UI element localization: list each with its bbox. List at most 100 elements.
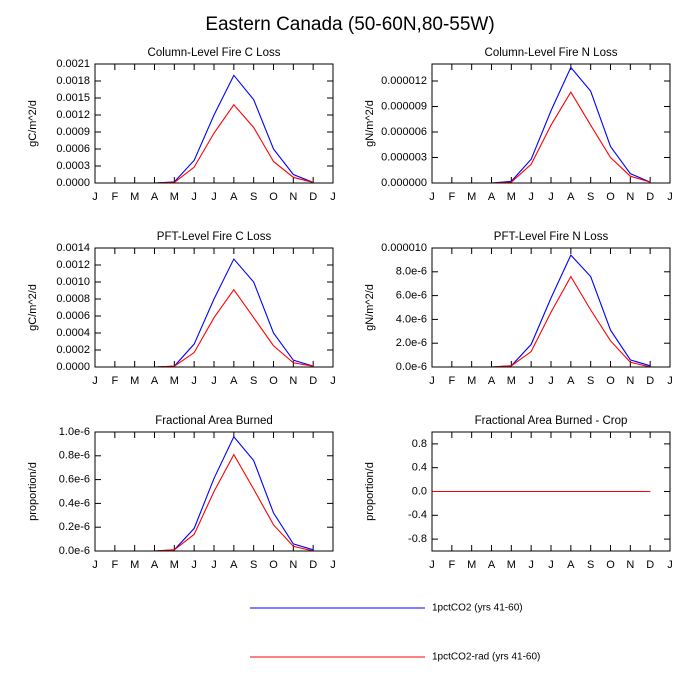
x-tick-label: J bbox=[429, 559, 435, 571]
x-tick-label: F bbox=[111, 559, 118, 571]
y-tick-label: 0.8 bbox=[412, 438, 427, 450]
x-tick-label: A bbox=[151, 191, 159, 203]
x-tick-label: S bbox=[250, 191, 257, 203]
x-tick-label: J bbox=[191, 375, 197, 387]
x-tick-label: A bbox=[567, 375, 575, 387]
y-tick-label: 0.000010 bbox=[381, 242, 427, 254]
y-tick-label: 4.0e-6 bbox=[396, 313, 427, 325]
x-tick-label: D bbox=[646, 559, 654, 571]
x-tick-label: J bbox=[330, 559, 336, 571]
x-tick-label: J bbox=[429, 375, 435, 387]
y-tick-label: 0.0012 bbox=[56, 259, 90, 271]
y-tick-label: 0.0000 bbox=[56, 361, 90, 373]
y-tick-label: 0.0006 bbox=[56, 310, 90, 322]
x-tick-label: D bbox=[309, 191, 317, 203]
y-tick-label: 0.0006 bbox=[56, 143, 90, 155]
x-tick-label: F bbox=[111, 375, 118, 387]
y-axis-label: proportion/d bbox=[27, 462, 39, 521]
series-line bbox=[95, 435, 314, 552]
x-tick-label: J bbox=[528, 375, 534, 387]
y-tick-label: 0.0021 bbox=[56, 58, 90, 70]
y-tick-label: -0.8 bbox=[408, 533, 427, 545]
y-tick-label: 0.000003 bbox=[381, 151, 427, 163]
x-tick-label: A bbox=[488, 191, 496, 203]
x-tick-label: S bbox=[587, 191, 594, 203]
x-tick-label: D bbox=[309, 559, 317, 571]
y-tick-label: 8.0e-6 bbox=[396, 266, 427, 278]
y-tick-label: 0.000000 bbox=[381, 177, 427, 189]
x-tick-label: M bbox=[170, 559, 179, 571]
y-tick-label: 0.6e-6 bbox=[59, 474, 90, 486]
panel-title: Fractional Area Burned bbox=[155, 415, 273, 427]
y-axis-label: proportion/d bbox=[364, 462, 376, 521]
x-tick-label: N bbox=[626, 191, 634, 203]
panel-title: Fractional Area Burned - Crop bbox=[475, 415, 628, 427]
y-tick-label: 0.8e-6 bbox=[59, 450, 90, 462]
series-line bbox=[95, 288, 314, 368]
x-tick-label: N bbox=[626, 375, 634, 387]
x-tick-label: M bbox=[467, 191, 476, 203]
x-tick-label: O bbox=[269, 191, 278, 203]
y-tick-label: 0.0009 bbox=[56, 126, 90, 138]
x-tick-label: J bbox=[191, 191, 197, 203]
plot-frame bbox=[431, 431, 671, 552]
x-tick-label: A bbox=[230, 375, 238, 387]
y-tick-label: 0.0003 bbox=[56, 160, 90, 172]
y-tick-label: 0.0014 bbox=[56, 242, 90, 254]
y-tick-label: 0.0 bbox=[412, 485, 427, 497]
x-tick-label: D bbox=[646, 191, 654, 203]
x-tick-label: A bbox=[230, 191, 238, 203]
x-tick-label: M bbox=[467, 375, 476, 387]
plot-frame bbox=[94, 247, 334, 368]
y-tick-label: 0.2e-6 bbox=[59, 521, 90, 533]
x-tick-label: J bbox=[548, 559, 554, 571]
x-tick-label: M bbox=[170, 191, 179, 203]
figure-title: Eastern Canada (50-60N,80-55W) bbox=[205, 14, 494, 35]
x-tick-label: O bbox=[269, 375, 278, 387]
x-tick-label: A bbox=[230, 559, 238, 571]
x-tick-label: J bbox=[429, 191, 435, 203]
x-tick-label: N bbox=[289, 191, 297, 203]
x-tick-label: M bbox=[130, 375, 139, 387]
x-tick-label: M bbox=[467, 559, 476, 571]
y-tick-label: 0.000012 bbox=[381, 75, 427, 87]
plot-frame bbox=[94, 63, 334, 184]
x-tick-label: O bbox=[606, 375, 615, 387]
x-tick-label: M bbox=[170, 375, 179, 387]
series-line bbox=[432, 90, 651, 184]
x-tick-label: A bbox=[567, 559, 575, 571]
x-tick-label: J bbox=[667, 191, 673, 203]
x-tick-label: J bbox=[548, 375, 554, 387]
y-axis-label: gC/m^2/d bbox=[27, 284, 39, 331]
x-tick-label: F bbox=[448, 375, 455, 387]
x-tick-label: J bbox=[667, 559, 673, 571]
x-tick-label: J bbox=[667, 375, 673, 387]
y-tick-label: 0.4e-6 bbox=[59, 497, 90, 509]
x-tick-label: F bbox=[111, 191, 118, 203]
y-tick-label: 0.4 bbox=[412, 462, 427, 474]
x-tick-label: F bbox=[448, 559, 455, 571]
x-tick-label: J bbox=[211, 191, 217, 203]
y-tick-label: 6.0e-6 bbox=[396, 290, 427, 302]
y-tick-label: 0.0e-6 bbox=[59, 545, 90, 557]
y-tick-label: 0.0010 bbox=[56, 276, 90, 288]
x-tick-label: A bbox=[488, 375, 496, 387]
x-tick-label: A bbox=[151, 559, 159, 571]
x-tick-label: J bbox=[211, 559, 217, 571]
x-tick-label: A bbox=[567, 191, 575, 203]
x-tick-label: N bbox=[289, 559, 297, 571]
legend-label: 1pctCO2-rad (yrs 41-60) bbox=[432, 652, 540, 663]
x-tick-label: D bbox=[646, 375, 654, 387]
x-tick-label: J bbox=[191, 559, 197, 571]
panel-title: Column-Level Fire C Loss bbox=[148, 47, 281, 59]
x-tick-label: S bbox=[587, 559, 594, 571]
x-tick-label: S bbox=[587, 375, 594, 387]
x-tick-label: J bbox=[528, 191, 534, 203]
x-tick-label: A bbox=[488, 559, 496, 571]
x-tick-label: J bbox=[211, 375, 217, 387]
y-tick-label: 0.0e-6 bbox=[396, 361, 427, 373]
y-tick-label: 0.000009 bbox=[381, 100, 427, 112]
y-axis-label: gN/m^2/d bbox=[364, 100, 376, 147]
y-tick-label: 1.0e-6 bbox=[59, 426, 90, 438]
